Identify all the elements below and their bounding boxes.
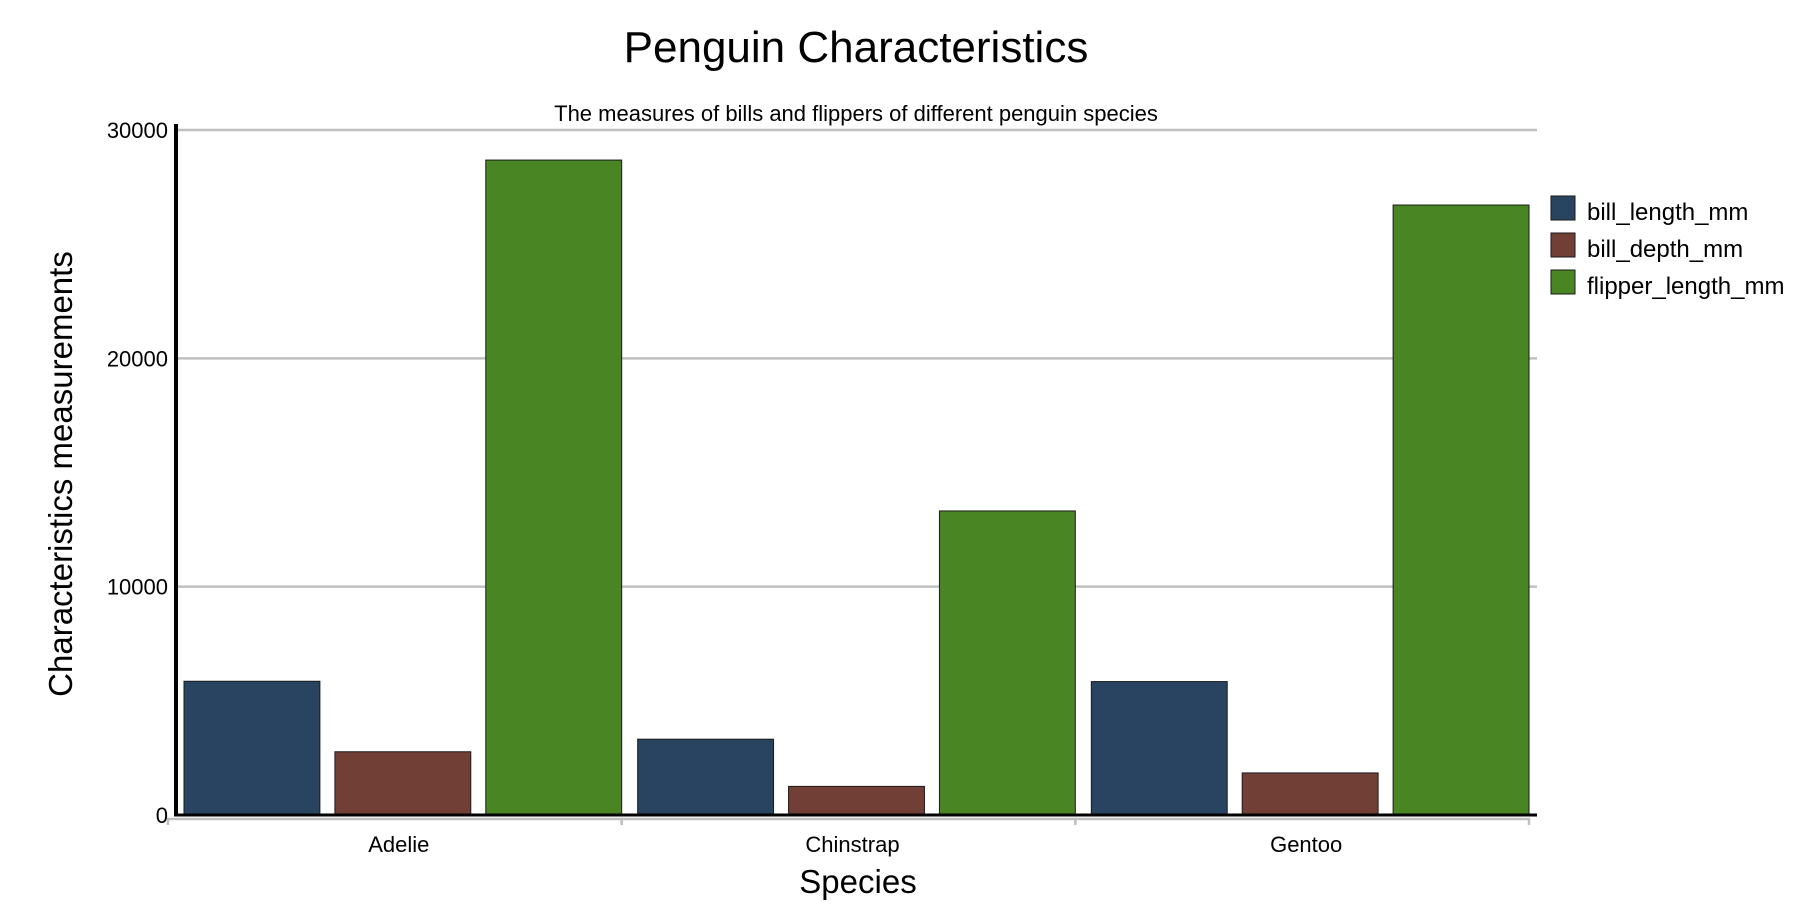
legend-swatch-flipper-length-mm [1550, 269, 1576, 295]
category-bracket [1074, 817, 1531, 825]
y-tick-label: 20000 [107, 346, 168, 371]
bar-gentoo-bill-length-mm [1090, 681, 1228, 816]
x-tick-labels: Adelie Chinstrap Gentoo [368, 832, 1342, 857]
chart-title: Penguin Characteristics [624, 23, 1089, 72]
y-tick-label: 10000 [107, 575, 168, 600]
legend-swatch-bill-depth-mm [1550, 232, 1576, 258]
bar-adelie-flipper-length-mm [485, 159, 623, 816]
bar-chinstrap-bill-length-mm [637, 738, 775, 816]
category-bracket [620, 817, 1077, 825]
x-axis-title: Species [799, 863, 916, 900]
y-tick-label: 0 [156, 803, 168, 828]
x-tick-label: Adelie [368, 832, 429, 857]
legend-label: bill_length_mm [1587, 199, 1748, 226]
bar-gentoo-bill-depth-mm [1241, 772, 1379, 816]
chart-subtitle: The measures of bills and flippers of di… [554, 101, 1158, 126]
bar-chinstrap-bill-depth-mm [788, 785, 925, 816]
legend-label: bill_depth_mm [1587, 236, 1743, 263]
y-tick-labels: 0 10000 20000 30000 [107, 118, 168, 828]
category-bracket [166, 817, 623, 825]
bar-chinstrap-flipper-length-mm [938, 510, 1076, 816]
gridlines [176, 128, 1537, 588]
legend-label: flipper_length_mm [1587, 273, 1784, 300]
y-axis-title: Characteristics measurements [42, 251, 79, 697]
bar-gentoo-flipper-length-mm [1392, 204, 1530, 816]
y-tick-label: 30000 [107, 118, 168, 143]
legend: bill_length_mm bill_depth_mm flipper_lengt… [1550, 195, 1784, 300]
axes [166, 124, 1537, 825]
bar-adelie-bill-length-mm [183, 680, 321, 816]
bars [183, 159, 1530, 816]
x-tick-label: Chinstrap [805, 832, 899, 857]
x-tick-label: Gentoo [1270, 832, 1342, 857]
legend-swatch-bill-length-mm [1550, 195, 1576, 221]
bar-adelie-bill-depth-mm [334, 751, 472, 816]
